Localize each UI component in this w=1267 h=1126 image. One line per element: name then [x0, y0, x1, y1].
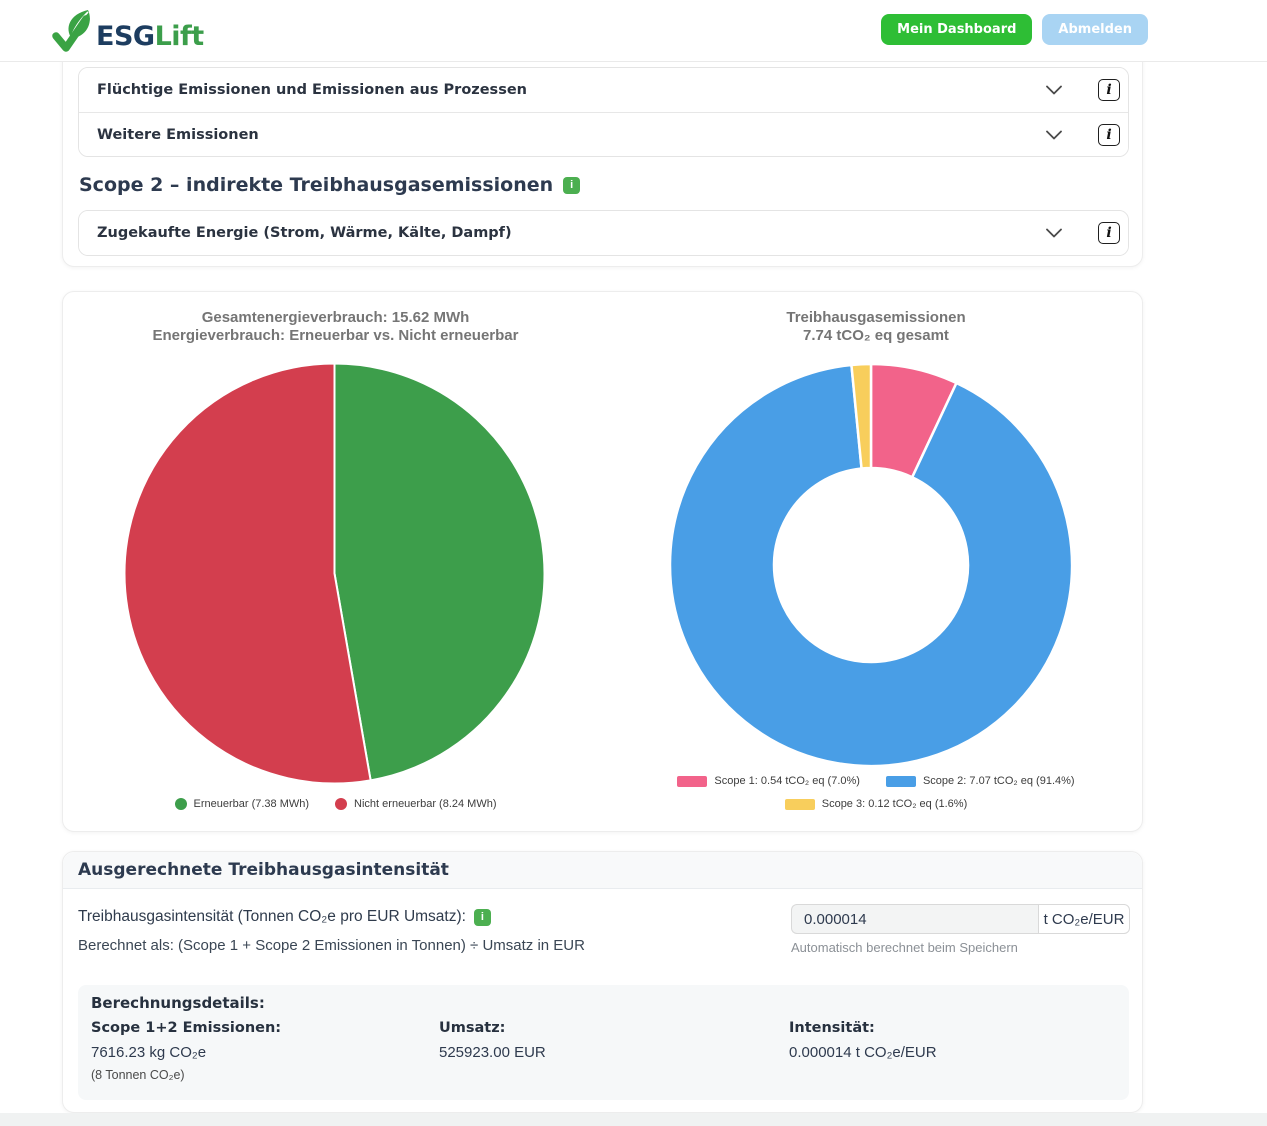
brand-text: ESGLift: [96, 23, 204, 58]
legend-label: Nicht erneuerbar (8.24 MWh): [354, 798, 497, 810]
details-label: Intensität:: [789, 1020, 875, 1036]
accordion-label: Weitere Emissionen: [97, 126, 259, 143]
legend-item[interactable]: Erneuerbar (7.38 MWh): [174, 797, 310, 811]
details-note: (8 Tonnen CO₂e): [91, 1068, 185, 1082]
pie-slice-erneuerbar[interactable]: [333, 363, 545, 782]
legend-item[interactable]: Scope 3: 0.12 tCO₂ eq (1.6%): [784, 797, 968, 811]
legend-marker: [335, 798, 348, 810]
energy-chart-title: Gesamtenergieverbrauch: 15.62 MWh Energi…: [63, 309, 608, 344]
info-icon[interactable]: i: [1098, 123, 1120, 146]
details-label: Umsatz:: [439, 1020, 506, 1036]
ghg-chart-title-line1: Treibhausgasemissionen: [786, 309, 966, 326]
legend-marker: [784, 798, 815, 810]
info-icon[interactable]: i: [1098, 222, 1120, 244]
page-bottom-strip: [0, 1113, 1267, 1126]
scope2-accordion-group: Zugekaufte Energie (Strom, Wärme, Kälte,…: [78, 210, 1129, 256]
legend-marker: [677, 775, 708, 787]
energy-pie-chart[interactable]: [124, 363, 545, 784]
calculation-details-box: Berechnungsdetails: Scope 1+2 Emissionen…: [78, 985, 1129, 1100]
brand-lift: Lift: [154, 21, 205, 52]
scope2-section-title: Scope 2 – indirekte Treibhausgasemission…: [79, 174, 581, 196]
energy-chart-legend: Erneuerbar (7.38 MWh) Nicht erneuerbar (8…: [63, 797, 608, 811]
accordion-label: Flüchtige Emissionen und Emissionen aus …: [97, 82, 527, 98]
emissions-card: Flüchtige Emissionen und Emissionen aus …: [62, 58, 1143, 267]
scope1-accordion-group: Flüchtige Emissionen und Emissionen aus …: [78, 67, 1129, 157]
intensity-card-title: Ausgerechnete Treibhausgasintensität: [78, 860, 449, 880]
pie-slice-nicht-erneuerbar[interactable]: [124, 363, 372, 784]
info-badge-icon[interactable]: i: [473, 908, 491, 926]
legend-marker: [885, 775, 916, 787]
ghg-donut-chart[interactable]: [670, 364, 1072, 766]
details-value: 7616.23 kg CO₂e: [91, 1044, 207, 1061]
brand-esg: ESG: [96, 21, 155, 52]
info-badge-icon[interactable]: i: [563, 176, 581, 194]
intensity-unit-addon: t CO₂e/EUR: [1038, 904, 1130, 934]
chevron-down-icon[interactable]: [1046, 228, 1062, 238]
leaf-check-icon: [52, 10, 90, 52]
energy-chart-title-line2: Energieverbrauch: Erneuerbar vs. Nicht e…: [152, 326, 519, 344]
auto-calc-note: Automatisch berechnet beim Speichern: [791, 940, 1018, 955]
charts-card: Gesamtenergieverbrauch: 15.62 MWh Energi…: [62, 291, 1143, 832]
chevron-down-icon[interactable]: [1046, 130, 1062, 139]
intensity-card-header: Ausgerechnete Treibhausgasintensität: [63, 852, 1142, 889]
intensity-formula: Berechnet als: (Scope 1 + Scope 2 Emissi…: [78, 937, 585, 954]
details-label: Scope 1+2 Emissionen:: [91, 1020, 282, 1036]
legend-label: Scope 1: 0.54 tCO₂ eq (7.0%): [714, 775, 860, 787]
details-value: 0.000014 t CO₂e/EUR: [789, 1044, 937, 1061]
dashboard-button[interactable]: Mein Dashboard: [881, 14, 1033, 45]
legend-item[interactable]: Scope 1: 0.54 tCO₂ eq (7.0%): [677, 774, 860, 788]
logout-button[interactable]: Abmelden: [1042, 14, 1148, 45]
intensity-input-group: t CO₂e/EUR: [791, 904, 1130, 934]
legend-item[interactable]: Nicht erneuerbar (8.24 MWh): [335, 797, 497, 811]
pie-slice-scope-3[interactable]: [850, 364, 873, 470]
legend-label: Erneuerbar (7.38 MWh): [193, 798, 310, 810]
legend-item[interactable]: Scope 2: 7.07 tCO₂ eq (91.4%): [885, 774, 1075, 788]
chevron-down-icon[interactable]: [1046, 85, 1062, 95]
pie-slice-scope-2[interactable]: [670, 364, 1072, 766]
info-icon[interactable]: i: [1098, 79, 1120, 101]
calculation-details-title: Berechnungsdetails:: [91, 994, 265, 1012]
brand-logo[interactable]: ESGLift: [48, 6, 204, 58]
intensity-label-row: Treibhausgasintensität (Tonnen CO₂e pro …: [78, 908, 491, 926]
legend-label: Scope 2: 7.07 tCO₂ eq (91.4%): [922, 775, 1075, 787]
header-buttons: Mein Dashboard Abmelden: [881, 14, 1148, 45]
ghg-chart-title: Treibhausgasemissionen 7.74 tCO₂ eq gesa…: [608, 309, 1144, 344]
legend-label: Scope 3: 0.12 tCO₂ eq (1.6%): [821, 798, 968, 810]
details-value: 525923.00 EUR: [439, 1044, 546, 1061]
scope2-title-text: Scope 2 – indirekte Treibhausgasemission…: [79, 174, 554, 196]
intensity-card: Ausgerechnete Treibhausgasintensität Tre…: [62, 851, 1143, 1113]
intensity-input[interactable]: [791, 904, 1038, 934]
accordion-weitere-emissionen[interactable]: Weitere Emissionen i: [79, 112, 1128, 156]
app-header: ESGLift Mein Dashboard Abmelden: [0, 0, 1267, 62]
accordion-label: Zugekaufte Energie (Strom, Wärme, Kälte,…: [97, 225, 512, 241]
accordion-fluechtige-emissionen[interactable]: Flüchtige Emissionen und Emissionen aus …: [79, 68, 1128, 112]
legend-marker: [174, 798, 187, 810]
accordion-zugekaufte-energie[interactable]: Zugekaufte Energie (Strom, Wärme, Kälte,…: [79, 211, 1128, 255]
ghg-chart-title-line2: 7.74 tCO₂ eq gesamt: [803, 326, 949, 344]
ghg-chart-legend: Scope 1: 0.54 tCO₂ eq (7.0%) Scope 2: 7.0…: [633, 774, 1119, 811]
intensity-label: Treibhausgasintensität (Tonnen CO₂e pro …: [78, 908, 466, 925]
energy-chart-title-line1: Gesamtenergieverbrauch: 15.62 MWh: [201, 309, 470, 326]
